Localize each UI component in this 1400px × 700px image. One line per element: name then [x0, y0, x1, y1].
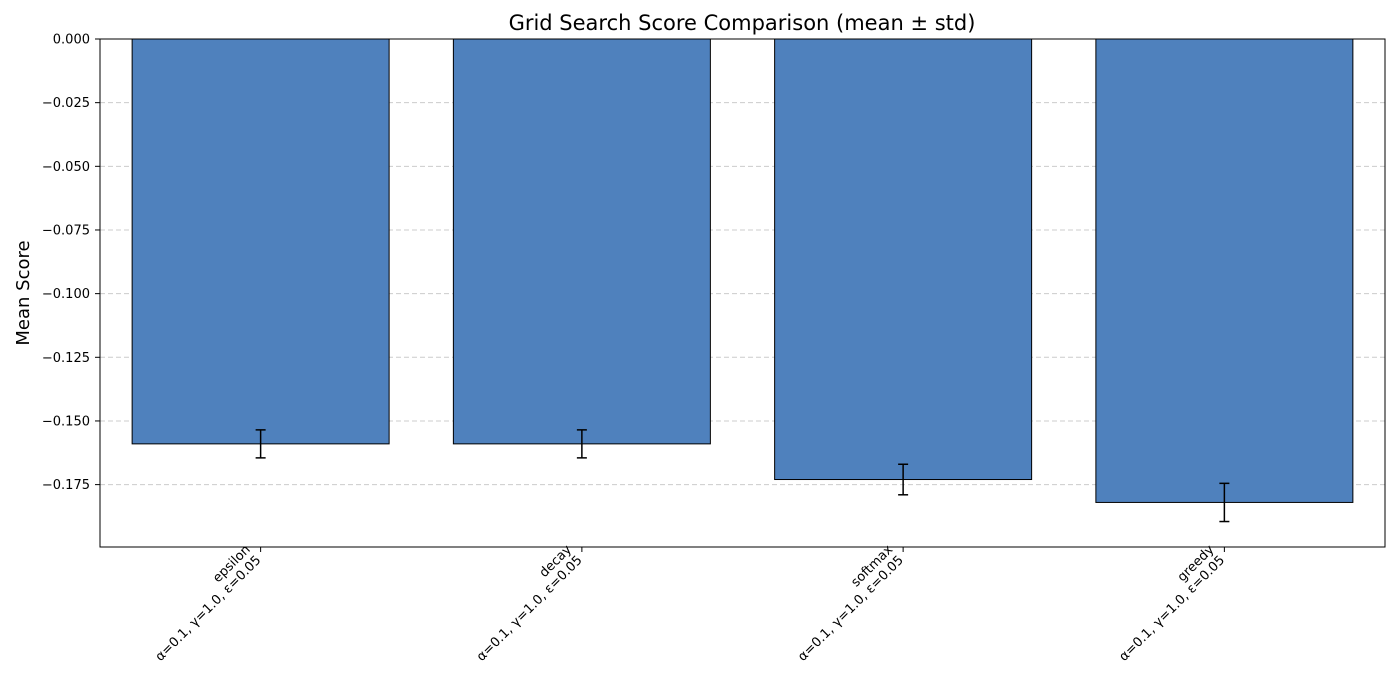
- x-tick-label-line: α=0.1, γ=1.0, ε=0.05: [795, 553, 907, 665]
- y-tick-label: −0.025: [42, 96, 90, 111]
- y-tick-label: −0.150: [42, 414, 90, 429]
- chart-title: Grid Search Score Comparison (mean ± std…: [509, 11, 976, 35]
- bar: [452, 38, 711, 445]
- grid-lines: [100, 102, 1385, 486]
- bar: [774, 38, 1033, 481]
- y-tick-label: −0.100: [42, 287, 90, 302]
- y-tick-label: −0.175: [42, 478, 90, 493]
- error-bars: [255, 429, 1230, 523]
- bar: [131, 38, 390, 445]
- axes: [95, 38, 1386, 552]
- x-tick-label-line: α=0.1, γ=1.0, ε=0.05: [1116, 553, 1228, 665]
- y-tick-label: −0.050: [42, 160, 90, 175]
- x-tick-label-line: α=0.1, γ=1.0, ε=0.05: [153, 553, 265, 665]
- y-tick-label: −0.075: [42, 223, 90, 238]
- y-tick-label: 0.000: [53, 33, 90, 48]
- bar: [1095, 38, 1354, 503]
- y-axis-label: Mean Score: [13, 240, 34, 345]
- y-tick-label: −0.125: [42, 351, 90, 366]
- bars: [131, 38, 1354, 503]
- x-tick-label-line: α=0.1, γ=1.0, ε=0.05: [474, 553, 586, 665]
- plot-frame: [99, 38, 1386, 548]
